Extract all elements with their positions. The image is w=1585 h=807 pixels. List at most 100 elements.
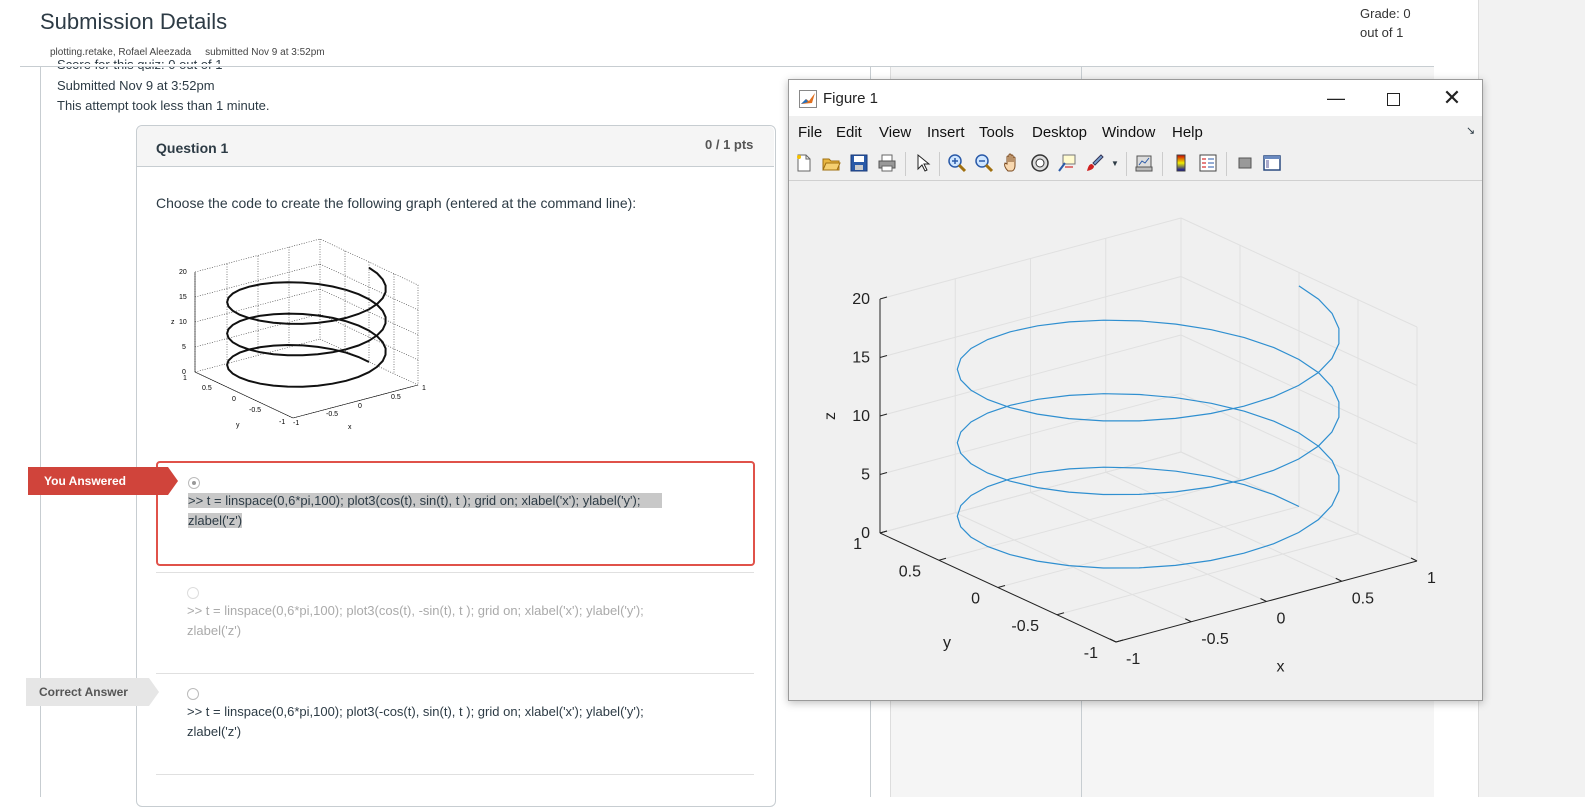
y-tick-label: 1 [853, 536, 862, 553]
grid-line [1056, 533, 1359, 616]
show-plot-tools-icon[interactable] [1262, 153, 1282, 173]
thumb-grid-line [194, 313, 321, 348]
toolbar-separator [1226, 152, 1227, 176]
data-cursor-icon[interactable] [1057, 153, 1077, 173]
thumb-z-tick: 5 [182, 344, 186, 351]
zoom-in-icon[interactable] [947, 153, 967, 173]
figure-window[interactable]: Figure 1 — ✕ File Edit View Insert Tools… [788, 79, 1483, 701]
thumb-y-axis [194, 371, 294, 419]
toolbar-separator [1126, 152, 1127, 176]
brush-icon[interactable] [1085, 153, 1105, 173]
y-tick-mark [938, 557, 947, 561]
x-tick-label: 0.5 [1352, 590, 1374, 607]
y-tick-mark [879, 530, 888, 534]
pan-icon[interactable] [1002, 153, 1022, 173]
print-icon[interactable] [877, 153, 897, 173]
grade-out-of: out of 1 [1360, 25, 1404, 40]
submitted-text: Submitted Nov 9 at 3:52pm [57, 78, 215, 93]
header-mask [20, 64, 1434, 67]
menu-file[interactable]: File [798, 124, 823, 141]
answer-radio-3[interactable] [187, 688, 199, 700]
grid-line [997, 506, 1300, 588]
thumb-grid-line [194, 288, 321, 323]
z-tick-mark [879, 472, 888, 475]
plot-axes[interactable]: 0 5 10 15 20 -1 -0.5 0 0.5 1 -1 -0.5 0 0.5 1 z y x [789, 181, 1482, 700]
x-tick-mark [1410, 557, 1418, 562]
menu-window[interactable]: Window [1102, 124, 1156, 141]
grid-line [938, 478, 1241, 561]
brush-dropdown-icon[interactable]: ▼ [1111, 159, 1119, 168]
answer-text-2: >> t = linspace(0,6*pi,100); plot3(cos(t… [187, 601, 747, 641]
grid-line [1180, 276, 1418, 386]
page-title: Submission Details [40, 9, 228, 34]
menu-view[interactable]: View [879, 124, 912, 141]
answer-radio-2[interactable] [187, 587, 199, 599]
thumb-y-tick: 0 [232, 396, 236, 403]
thumb-x-tick: 0 [358, 403, 362, 410]
menu-insert[interactable]: Insert [927, 124, 965, 141]
figure-menubar [789, 116, 1482, 146]
thumb-helix-line [226, 266, 387, 388]
answer-line: >> t = linspace(0,6*pi,100); plot3(cos(t… [188, 493, 641, 508]
thumb-ylabel: y [236, 422, 240, 429]
new-figure-icon[interactable] [794, 153, 814, 173]
figure-toolbar [789, 147, 1482, 181]
open-file-icon[interactable] [821, 153, 841, 173]
answer-separator [156, 572, 754, 573]
plot-tick-labels: 0 5 10 15 20 -1 -0.5 0 0.5 1 -1 -0.5 0 0.5 1 [852, 291, 1436, 668]
thumb-grid-line [319, 288, 419, 336]
z-tick-label: 0 [861, 525, 870, 542]
attempt-duration-text: This attempt took less than 1 minute. [57, 98, 270, 113]
pointer-icon[interactable] [913, 153, 933, 173]
main-border [40, 67, 41, 797]
answer-line: >> t = linspace(0,6*pi,100); plot3(cos(t… [187, 603, 644, 618]
grid-line [879, 276, 1182, 358]
menu-help[interactable]: Help [1172, 124, 1203, 141]
question-header [137, 126, 774, 167]
question-text: Choose the code to create the following … [156, 195, 637, 211]
x-tick-mark [1260, 598, 1267, 602]
dock-arrow-icon[interactable]: ↘ [1466, 125, 1476, 137]
colorbar-icon[interactable] [1171, 153, 1191, 173]
menu-desktop[interactable]: Desktop [1032, 124, 1088, 141]
answer-text-1: >> t = linspace(0,6*pi,100); plot3(cos(t… [188, 491, 728, 531]
thumb-xlabel: x [348, 424, 352, 431]
z-tick-label: 20 [852, 291, 870, 308]
rotate-3d-icon[interactable] [1030, 153, 1050, 173]
helix-series-line [956, 285, 1340, 569]
x-tick-label: 1 [1427, 570, 1436, 587]
y-tick-mark [1115, 639, 1124, 643]
minimize-button[interactable]: — [1327, 88, 1345, 108]
x-tick-label: 0 [1277, 611, 1286, 628]
maximize-button[interactable] [1370, 86, 1416, 110]
thumb-y-tick: 0.5 [202, 385, 212, 392]
thumb-grid-line [194, 263, 321, 298]
figure-titlebar[interactable] [789, 80, 1482, 116]
hide-plot-tools-icon[interactable] [1235, 153, 1255, 173]
answer-option-selected[interactable] [156, 461, 755, 566]
thumb-x-tick: 1 [422, 385, 426, 392]
grid-line [1180, 217, 1418, 328]
question-graph-image: 0 5 10 15 20 z 1 0.5 0 -0.5 -1 y -1 -0.5… [171, 238, 426, 431]
z-tick-mark [879, 413, 888, 417]
z-tick-label: 10 [852, 408, 870, 425]
thumb-grid-line [319, 338, 419, 386]
z-tick-label: 15 [852, 350, 870, 367]
grade-summary: Grade: 0 out of 1 [1360, 4, 1411, 42]
menu-tools[interactable]: Tools [979, 124, 1015, 141]
z-axis-label: z [822, 412, 839, 420]
x-tick-mark [1335, 577, 1342, 582]
thumb-y-tick: -0.5 [249, 407, 261, 414]
menu-edit[interactable]: Edit [836, 124, 862, 141]
legend-icon[interactable] [1198, 153, 1218, 173]
answer-separator [156, 774, 754, 775]
question-points: 0 / 1 pts [705, 137, 754, 152]
grid-line [879, 217, 1182, 300]
close-button[interactable]: ✕ [1442, 85, 1462, 110]
matlab-logo-icon [799, 90, 817, 108]
save-icon[interactable] [849, 153, 869, 173]
link-plot-icon[interactable] [1134, 153, 1154, 173]
zoom-out-icon[interactable] [974, 153, 994, 173]
answer-radio-1[interactable] [188, 477, 200, 489]
header-divider [20, 66, 1434, 67]
